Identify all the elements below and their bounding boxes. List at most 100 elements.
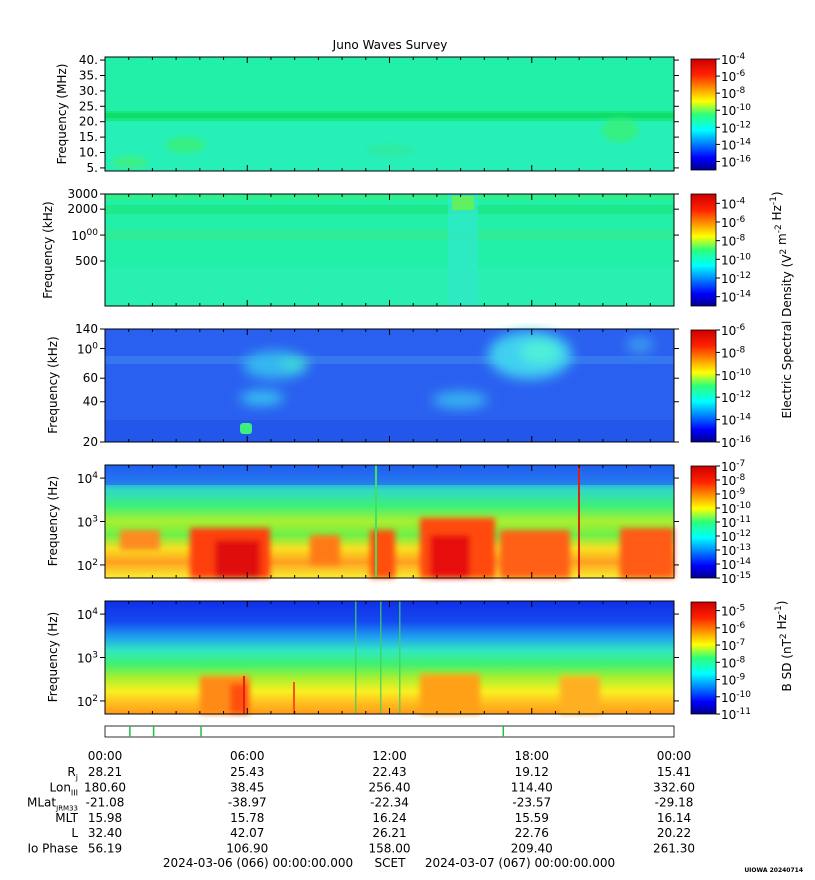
- colorbar-tick-label: 10-10: [721, 252, 751, 267]
- colorbar-label-magnetic: B SD (nT2 Hz-1): [774, 601, 794, 692]
- mode-change-mark: [502, 726, 505, 737]
- y-axis-hf-high: 40.35. 30.25. 20.15. 10.5.: [79, 53, 679, 175]
- ephemeris-row-label: Io Phase: [27, 842, 78, 856]
- colorbar-lf-low: [690, 465, 717, 579]
- y-tick-label: 1000: [71, 228, 98, 243]
- ephemeris-value: 42.07: [230, 826, 264, 840]
- y-tick-label: 3000: [67, 187, 98, 201]
- y-tick-label: 2000: [67, 202, 98, 216]
- y-tick-label: 102: [77, 558, 98, 573]
- colorbar-tick-label: 10-12: [721, 120, 751, 135]
- mode-change-mark: [129, 726, 131, 737]
- colorbar-hf-high: [690, 58, 717, 171]
- colorbar-tick-label: 10-15: [721, 571, 751, 586]
- colorbar-magnetic: [690, 601, 717, 715]
- x-tick-label: 12:00: [372, 749, 407, 763]
- ephemeris-value: 15.41: [657, 765, 691, 779]
- ephemeris-value: 19.12: [515, 765, 549, 779]
- colorbar-tick-label: 10-4: [721, 52, 746, 67]
- mode-change-mark: [152, 726, 155, 737]
- ephemeris-row-label: Rj: [67, 765, 78, 782]
- colorbar-tick-label: 10-11: [721, 515, 751, 530]
- colorbar-label-electric: Electric Spectral Density (V2 m-2 Hz-1): [769, 191, 794, 418]
- colorbar-tick-label: 10-8: [721, 234, 746, 249]
- x-tick-label: 00:00: [657, 749, 692, 763]
- ephemeris-value: 26.21: [372, 826, 406, 840]
- ephemeris-value: 158.00: [369, 842, 411, 856]
- x-tick-label: 00:00: [88, 749, 123, 763]
- ephemeris-row-label: LonIII: [50, 780, 79, 797]
- spike-lines: [243, 601, 401, 714]
- y-tick-label: 30.: [79, 84, 98, 98]
- ephemeris-value: 332.60: [653, 780, 695, 794]
- ephemeris-value: 106.90: [226, 842, 268, 856]
- colorbar-tick-label: 10-4: [721, 196, 746, 211]
- colorbar-tick-label: 10-6: [721, 69, 746, 84]
- y-tick-label: 500: [75, 254, 98, 268]
- ephemeris-value: 25.43: [230, 765, 264, 779]
- colorbar-tick-label: 10-14: [721, 557, 751, 572]
- colorbar-ticks-hf-low: 10-4 10-6 10-8 10-10 10-12 10-14: [716, 196, 751, 305]
- colorbar-ticks-magnetic: 10-5 10-6 10-7 10-8 10-9 10-10 10-11: [716, 604, 751, 722]
- y-tick-label: 60: [83, 371, 98, 385]
- colorbar-tick-label: 10-7: [721, 459, 745, 474]
- colorbar-tick-label: 10-6: [721, 621, 746, 636]
- ephemeris-value: -22.34: [370, 796, 409, 810]
- colorbar-tick-label: 10-14: [721, 137, 751, 152]
- ephemeris-value: 22.43: [372, 765, 406, 779]
- colorbar-tick-label: 10-10: [721, 368, 751, 383]
- colorbar-tick-label: 10-9: [721, 673, 746, 688]
- ephemeris-value: 32.40: [88, 826, 122, 840]
- y-tick-label: 35.: [79, 68, 98, 82]
- intense-emission-regions: [120, 518, 674, 578]
- mode-change-mark: [200, 726, 202, 737]
- x-tick-label: 18:00: [514, 749, 549, 763]
- ephemeris-value: -38.97: [228, 796, 267, 810]
- colorbar-lf-high: [690, 329, 717, 443]
- colorbar-tick-label: 10-8: [721, 345, 746, 360]
- ephemeris-value: 22.76: [515, 826, 549, 840]
- ephemeris-value: -21.08: [86, 796, 125, 810]
- noise-patches: [112, 118, 638, 168]
- y-axis-label-hf-high: Frequency (MHz): [55, 64, 69, 165]
- colorbar-tick-label: 10-10: [721, 501, 751, 516]
- y-tick-label: 40: [83, 395, 98, 409]
- colorbar-tick-label: 10-16: [721, 435, 751, 450]
- panel-lf-low: 104 103 102 Frequency (Hz): [46, 464, 679, 579]
- y-tick-label: 15.: [79, 130, 98, 144]
- ephemeris-table: Rj 28.21 25.43 22.43 19.12 15.41 LonIII 180.60 3…: [27, 765, 695, 856]
- ephemeris-value: 180.60: [84, 780, 126, 794]
- colorbar-tick-label: 10-8: [721, 86, 746, 101]
- y-tick-label: 10.: [79, 146, 98, 160]
- colorbar-tick-label: 10-7: [721, 638, 745, 653]
- ephemeris-value: 15.59: [515, 811, 549, 825]
- y-tick-label: 20: [83, 435, 98, 449]
- ephemeris-value: 15.78: [230, 811, 264, 825]
- ephemeris-value: 114.40: [511, 780, 553, 794]
- x-axis-ticks: 00:00 06:00 12:00 18:00 00:00: [88, 749, 692, 763]
- colorbar-hf-low: [690, 193, 717, 307]
- y-tick-label: 100: [77, 342, 98, 357]
- y-tick-label: 25.: [79, 99, 98, 113]
- y-tick-label: 103: [77, 515, 98, 530]
- ephemeris-value: 261.30: [653, 842, 695, 856]
- colorbars: 10-4 10-6 10-8 10-10 10-12 10-14 10-16 10-4 10-…: [690, 52, 751, 722]
- y-axis-label-lf-high: Frequency (kHz): [46, 336, 60, 433]
- colorbar-tick-label: 10-12: [721, 271, 751, 286]
- panel-lf-high: 140 100 60 40 20 Frequency (kHz): [46, 322, 679, 449]
- y-tick-label: 20.: [79, 115, 98, 129]
- colorbar-tick-label: 10-9: [721, 487, 746, 502]
- y-tick-label: 103: [77, 651, 98, 666]
- colorbar-tick-label: 10-14: [721, 413, 751, 428]
- colorbar-tick-label: 10-8: [721, 655, 746, 670]
- footer-scet: SCET: [375, 856, 407, 870]
- y-tick-label: 140: [75, 322, 98, 336]
- x-tick-label: 06:00: [230, 749, 265, 763]
- colorbar-tick-label: 10-12: [721, 390, 751, 405]
- colorbar-tick-label: 10-10: [721, 690, 751, 705]
- colorbar-tick-label: 10-12: [721, 529, 751, 544]
- colorbar-tick-label: 10-13: [721, 543, 751, 558]
- colorbar-tick-label: 10-16: [721, 154, 751, 169]
- ephemeris-value: 38.45: [230, 780, 264, 794]
